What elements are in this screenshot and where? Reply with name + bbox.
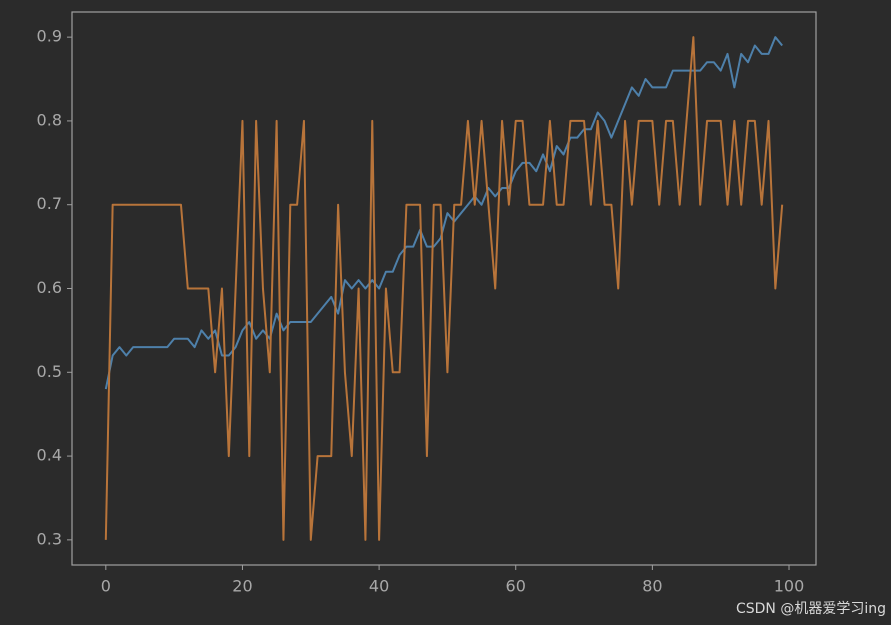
x-tick-label: 0 <box>101 577 111 596</box>
line <box>104 36 784 541</box>
y-tick-label: 0.6 <box>37 278 62 297</box>
x-tick-label: 100 <box>774 577 805 596</box>
y-tick-label: 0.8 <box>37 110 62 129</box>
x-tick-label: 20 <box>232 577 252 596</box>
line <box>104 36 783 390</box>
y-tick-label: 0.5 <box>37 362 62 381</box>
x-tick-label: 40 <box>369 577 389 596</box>
watermark: CSDN @机器爱学习ing <box>736 601 886 617</box>
y-tick-label: 0.7 <box>37 194 62 213</box>
x-tick-label: 80 <box>642 577 662 596</box>
y-tick-label: 0.9 <box>37 27 62 46</box>
y-tick-label: 0.4 <box>37 446 62 465</box>
x-tick-label: 60 <box>506 577 526 596</box>
y-tick-label: 0.3 <box>37 529 62 548</box>
